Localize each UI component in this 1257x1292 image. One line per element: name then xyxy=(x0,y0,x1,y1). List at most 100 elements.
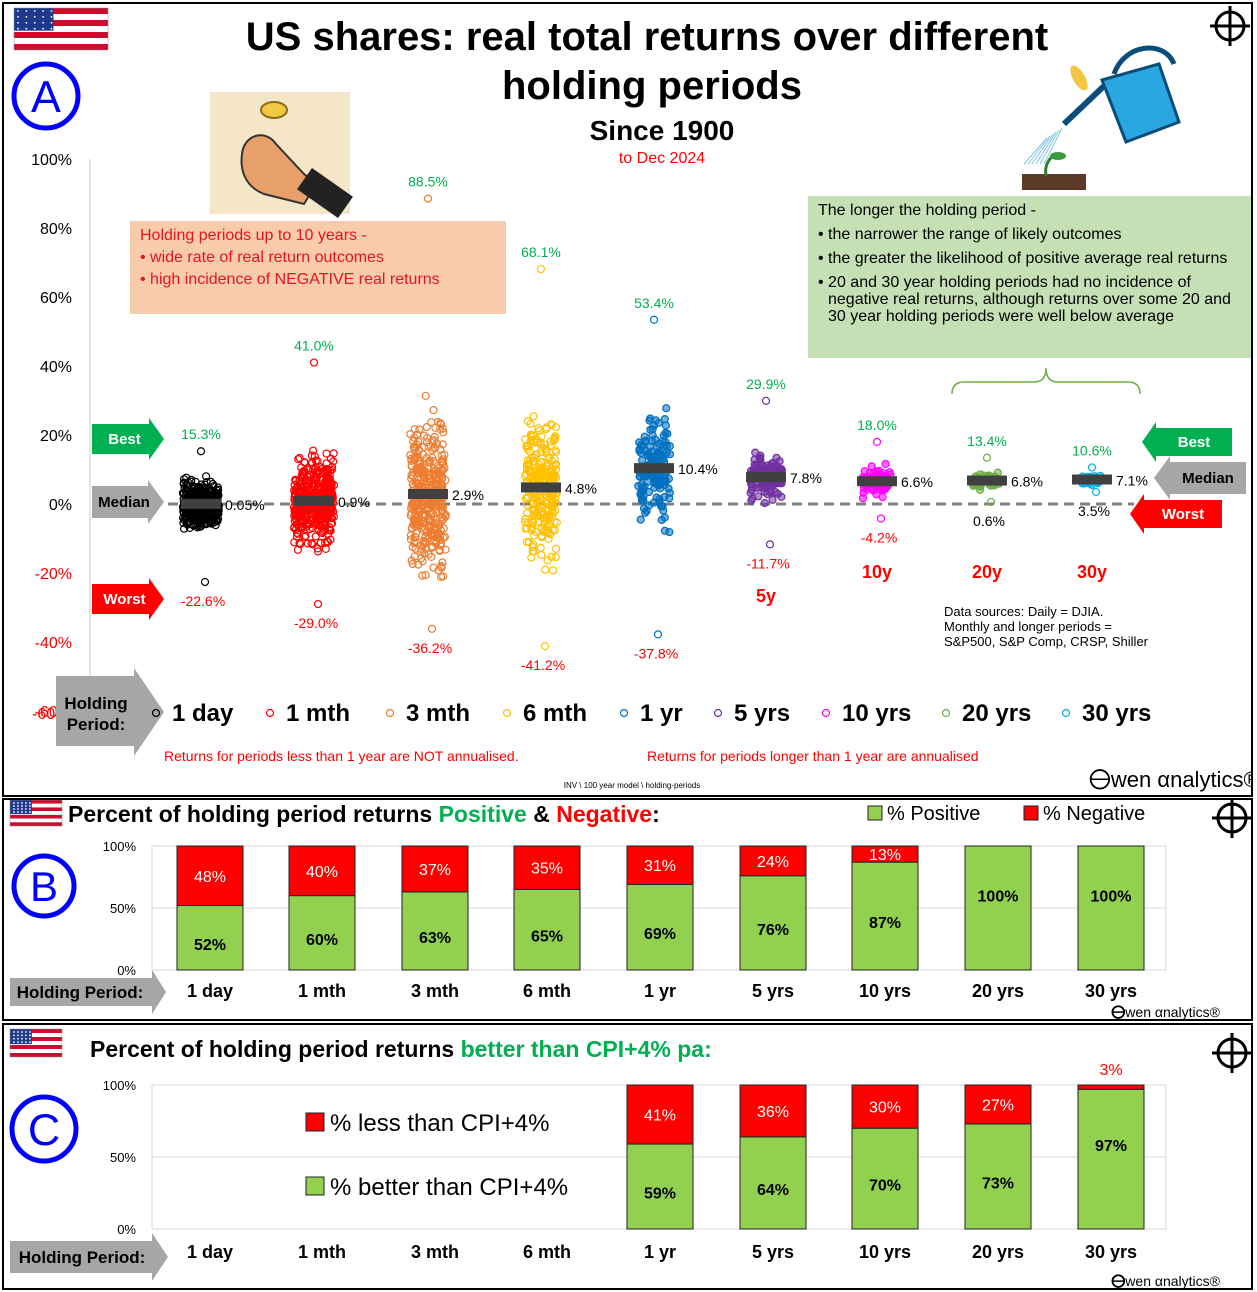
data-point xyxy=(313,544,322,553)
legend-negative: % Negative xyxy=(1043,803,1145,825)
scatter-series-5-yrs xyxy=(746,396,787,549)
data-point xyxy=(547,492,556,501)
legend-entry: 1 yr xyxy=(640,700,683,727)
bar-positive xyxy=(401,891,469,971)
flag-star xyxy=(13,811,15,813)
data-point xyxy=(542,496,552,505)
flag-stripe xyxy=(10,1049,62,1053)
water-drop xyxy=(1031,133,1054,165)
data-point xyxy=(649,421,659,430)
y-tick-label: 100% xyxy=(31,152,72,169)
best-label: 15.3% xyxy=(181,426,221,442)
category-label: 30 yrs xyxy=(1085,1242,1137,1262)
leaf xyxy=(1050,152,1066,160)
flag-star xyxy=(17,21,19,24)
bar-label-negative: 13% xyxy=(869,847,901,864)
chart-subtitle-date: to Dec 2024 xyxy=(619,150,705,167)
scatter-series-10-yrs xyxy=(857,437,897,523)
data-point xyxy=(430,432,439,441)
data-point xyxy=(545,453,554,462)
data-point xyxy=(654,479,664,488)
legend-entry: 6 mth xyxy=(523,700,587,727)
bar-label-positive: 65% xyxy=(531,929,563,946)
median-label: 6.8% xyxy=(1011,474,1043,490)
data-point xyxy=(202,472,211,481)
legend-entry: 1 day xyxy=(172,700,234,727)
data-point xyxy=(544,511,553,520)
bar-negative xyxy=(626,1084,694,1145)
watering-can-image xyxy=(1022,45,1181,190)
data-point xyxy=(420,549,429,558)
data-point xyxy=(420,469,429,478)
data-point-worst xyxy=(1091,487,1101,497)
data-point xyxy=(423,526,432,536)
flag-star xyxy=(28,808,31,810)
stacked-bar-chart-cpi: C Percent of holding period returns bette… xyxy=(9,1028,1251,1288)
bar-positive xyxy=(1077,845,1145,971)
legend-marker xyxy=(385,708,395,718)
arrow-worst: Worst xyxy=(92,578,164,620)
median-bar xyxy=(857,476,897,487)
data-point xyxy=(537,533,547,542)
owen-analytics-logo: wen αnalytics® xyxy=(1111,1273,1221,1288)
category-label: 1 day xyxy=(187,981,233,1001)
data-point xyxy=(418,557,427,566)
water-drop xyxy=(1039,129,1060,165)
logo-text: wen αnalytics® xyxy=(1124,1004,1220,1020)
flag-star xyxy=(17,15,19,18)
scatter-series-6-mth xyxy=(520,264,561,651)
data-point xyxy=(434,521,443,530)
scatter-series-1-day xyxy=(178,447,223,587)
period-label: 5y xyxy=(756,586,776,606)
flag-stripe xyxy=(14,32,108,38)
median-bar xyxy=(408,488,448,499)
legend-marker xyxy=(502,708,512,718)
flag-star xyxy=(17,1034,19,1037)
source-line: Monthly and longer periods = xyxy=(944,619,1113,634)
data-point xyxy=(197,480,206,489)
note-right-heading: The longer the holding period - xyxy=(818,202,1036,219)
flag-star xyxy=(24,1034,27,1037)
best-label: 41.0% xyxy=(294,338,334,354)
data-point xyxy=(526,419,535,428)
panel-a-scatter: A US shares: real total returns over diff… xyxy=(2,2,1253,797)
data-point xyxy=(318,528,327,538)
footnote-left: Returns for periods less than 1 year are… xyxy=(164,748,519,764)
arrow-label: Worst xyxy=(103,591,145,608)
flag-star xyxy=(25,27,28,30)
legend-marker xyxy=(1061,708,1071,718)
data-point xyxy=(407,556,416,565)
footnote-right: Returns for periods longer than 1 year a… xyxy=(647,748,979,764)
data-point xyxy=(424,458,433,467)
brace-20-30 xyxy=(951,367,1141,395)
data-point xyxy=(307,539,316,548)
flag-star xyxy=(13,802,15,804)
period-label: 20y xyxy=(972,562,1002,582)
data-point xyxy=(551,552,560,562)
data-point xyxy=(548,498,557,507)
data-point xyxy=(427,418,436,427)
flag-star xyxy=(24,1037,27,1040)
bar-positive xyxy=(851,1127,919,1230)
legend-marker xyxy=(821,708,831,718)
data-point xyxy=(640,437,650,446)
water-drop xyxy=(1035,131,1057,165)
data-point xyxy=(313,468,322,477)
panel-badge: B xyxy=(11,853,77,919)
data-point-best xyxy=(649,315,659,324)
data-point xyxy=(439,455,448,464)
arrow-label: Median xyxy=(1182,470,1234,487)
flag-stripe xyxy=(10,822,62,826)
data-sources: Data sources: Daily = DJIA. Monthly and … xyxy=(944,604,1204,649)
flag-star xyxy=(50,10,53,12)
data-point xyxy=(407,523,417,533)
data-point xyxy=(528,518,538,528)
median-label: 10.4% xyxy=(678,461,718,477)
flag-star xyxy=(24,808,27,810)
bar-positive xyxy=(513,888,581,971)
bar-label-positive: 60% xyxy=(306,932,338,949)
data-point xyxy=(326,479,335,488)
arrow-shape xyxy=(92,418,164,460)
data-point xyxy=(643,451,653,460)
median-bar xyxy=(294,495,334,506)
